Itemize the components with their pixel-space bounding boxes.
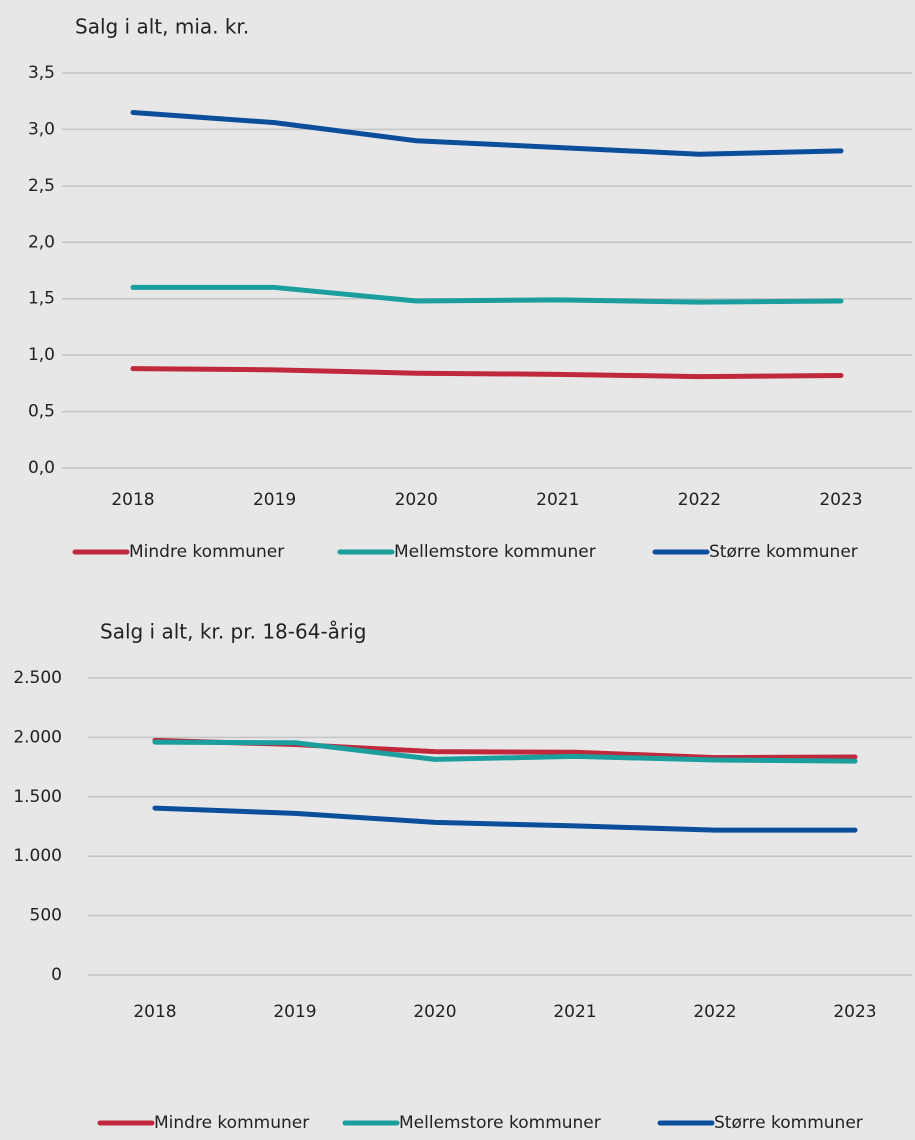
legend-label: Mindre kommuner (154, 1113, 309, 1133)
line-series (130, 110, 844, 157)
legend-label: Mindre kommuner (129, 542, 284, 562)
x-tick-label: 2019 (273, 1002, 316, 1022)
x-tick-label: 2021 (553, 1002, 596, 1022)
chart-title: Salg i alt, kr. pr. 18-64-årig (100, 620, 366, 644)
x-tick-label: 2022 (678, 490, 721, 510)
x-tick-label: 2023 (819, 490, 862, 510)
x-tick-label: 2022 (693, 1002, 736, 1022)
y-tick-label: 0 (51, 965, 62, 985)
y-tick-label: 1,5 (28, 289, 55, 309)
legend-label: Større kommuner (709, 542, 858, 562)
x-tick-label: 2019 (253, 490, 296, 510)
y-tick-label: 2.500 (13, 668, 62, 688)
chart-title: Salg i alt, mia. kr. (75, 15, 249, 39)
y-tick-label: 2,0 (28, 232, 55, 252)
line-series (152, 805, 858, 833)
legend-label: Mellemstore kommuner (394, 542, 596, 562)
x-tick-label: 2021 (536, 490, 579, 510)
y-tick-label: 500 (30, 906, 62, 926)
y-tick-label: 1.500 (13, 787, 62, 807)
line-series (130, 284, 844, 305)
y-tick-label: 0,5 (28, 402, 55, 422)
y-tick-label: 1.000 (13, 846, 62, 866)
x-tick-label: 2018 (111, 490, 154, 510)
y-tick-label: 3,0 (28, 119, 55, 139)
line-series (152, 739, 858, 764)
legend-label: Større kommuner (714, 1113, 863, 1133)
y-tick-label: 0,0 (28, 458, 55, 478)
line-series (130, 366, 844, 380)
y-tick-label: 2,5 (28, 176, 55, 196)
x-tick-label: 2018 (133, 1002, 176, 1022)
y-tick-label: 2.000 (13, 727, 62, 747)
x-tick-label: 2020 (395, 490, 438, 510)
x-tick-label: 2020 (413, 1002, 456, 1022)
y-tick-label: 3,5 (28, 63, 55, 83)
legend-label: Mellemstore kommuner (399, 1113, 601, 1133)
x-tick-label: 2023 (833, 1002, 876, 1022)
y-tick-label: 1,0 (28, 345, 55, 365)
